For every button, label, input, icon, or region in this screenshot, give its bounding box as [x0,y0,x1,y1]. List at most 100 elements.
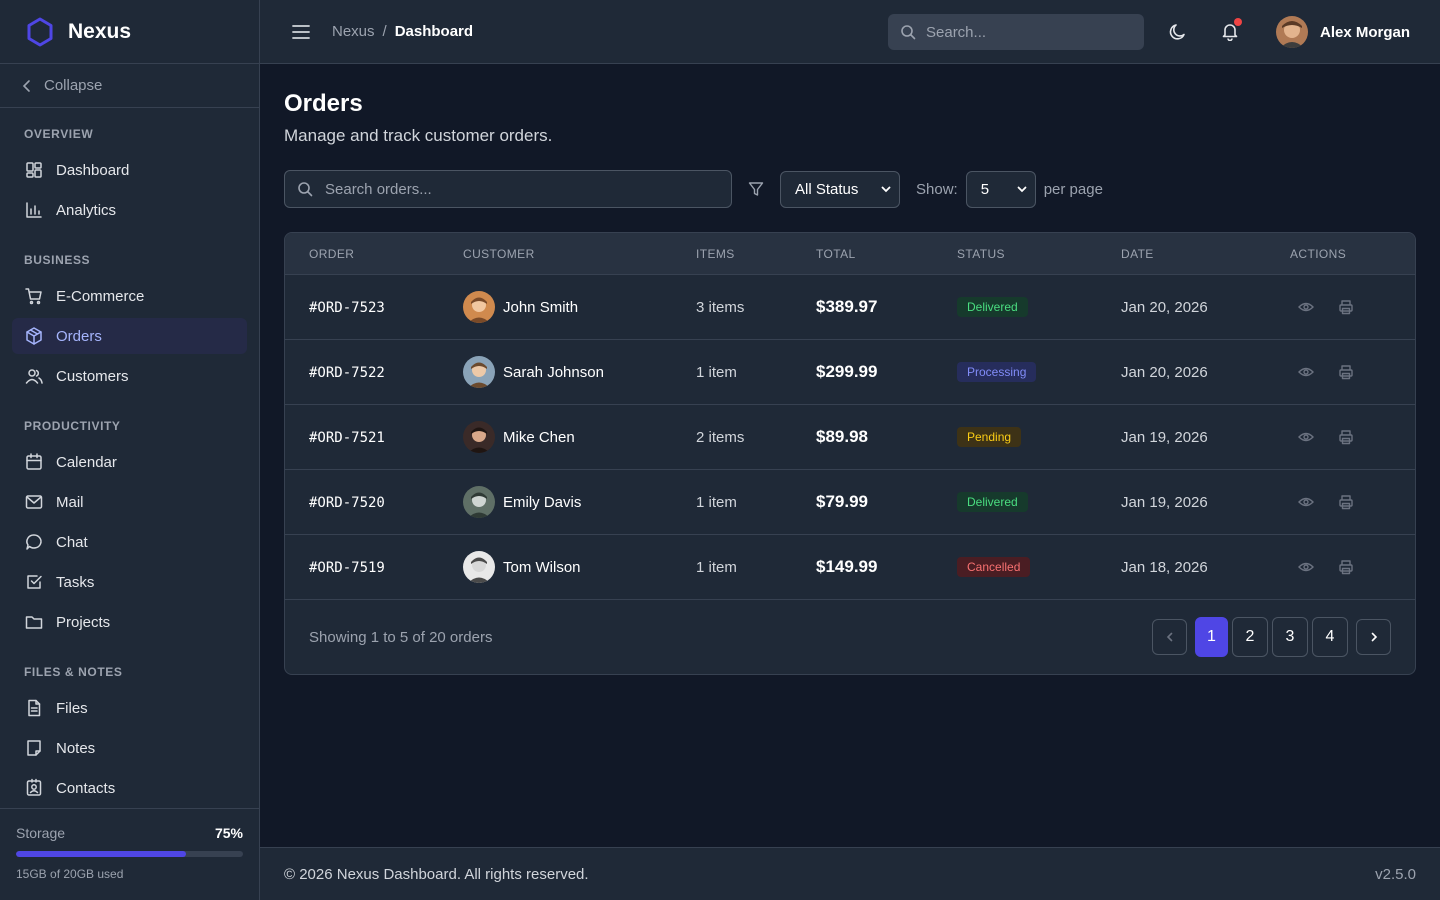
order-date: Jan 19, 2026 [1121,493,1208,511]
sidebar-item-label: Contacts [56,779,116,797]
order-id[interactable]: #ORD-7522 [309,364,385,381]
collapse-button[interactable]: Collapse [0,64,259,108]
breadcrumb-root[interactable]: Nexus [332,23,375,40]
sidebar-item-orders[interactable]: Orders [12,318,247,354]
orders-toolbar: All Status Show: 5 per page [284,170,1416,208]
customer-avatar [463,356,495,388]
sidebar: Nexus Collapse OVERVIEW Dashboard Analytic… [0,0,260,900]
order-id[interactable]: #ORD-7521 [309,429,385,446]
sidebar-item-customers[interactable]: Customers [12,358,247,394]
print-icon[interactable] [1338,364,1354,380]
print-icon[interactable] [1338,299,1354,315]
print-icon[interactable] [1338,494,1354,510]
table-row[interactable]: #ORD-7519 Tom Wilson 1 item $149.99 Cancelle… [285,534,1415,599]
calendar-icon [26,453,42,470]
chevron-down-icon [881,186,891,193]
sidebar-item-label: E-Commerce [56,287,145,305]
table-row[interactable]: #ORD-7523 John Smith 3 items $389.97 Deliver… [285,274,1415,339]
breadcrumb-current: Dashboard [394,23,474,40]
order-total: $89.98 [816,427,868,446]
sidebar-item-projects[interactable]: Projects [12,604,247,640]
order-id[interactable]: #ORD-7519 [309,559,385,576]
sidebar-item-label: Mail [56,493,84,511]
sidebar-item-chat[interactable]: Chat [12,524,247,560]
sidebar-item-e-commerce[interactable]: E-Commerce [12,278,247,314]
print-icon[interactable] [1338,559,1354,575]
sidebar-item-label: Files [56,699,88,717]
sidebar-item-contacts[interactable]: Contacts [12,770,247,806]
order-items: 1 item [696,493,737,511]
page-button-4[interactable]: 4 [1312,617,1348,657]
customer-avatar [463,551,495,583]
column-header-status: STATUS [957,246,1005,261]
user-menu[interactable]: Alex Morgan [1276,16,1410,48]
sidebar-section-title: FILES & NOTES [24,665,123,679]
table-row[interactable]: #ORD-7522 Sarah Johnson 1 item $299.99 Proce… [285,339,1415,404]
mail-icon [25,495,43,509]
status-badge: Pending [957,427,1022,447]
menu-icon[interactable] [292,24,310,39]
previous-page-button[interactable] [1152,619,1187,655]
page-button-3[interactable]: 3 [1272,617,1308,657]
dark-mode-toggle-icon[interactable] [1168,22,1188,42]
sidebar-item-calendar[interactable]: Calendar [12,444,247,480]
user-name: Alex Morgan [1320,23,1411,41]
file-icon [28,699,41,717]
box-icon [26,327,42,345]
storage-label: Storage [16,825,66,841]
users-icon [25,369,43,384]
per-page-select[interactable]: 5 [965,170,1036,208]
bell-icon [1222,24,1238,42]
show-label: Show: [916,180,958,198]
chat-icon [26,534,42,550]
storage-progress-bar [16,851,243,857]
sidebar-item-files[interactable]: Files [12,690,247,726]
sidebar-item-dashboard[interactable]: Dashboard [12,152,247,188]
sidebar-item-notes[interactable]: Notes [12,730,247,766]
breadcrumb: Nexus / Dashboard [332,23,473,40]
customer-avatar [463,486,495,518]
order-date: Jan 18, 2026 [1121,558,1208,576]
status-badge: Cancelled [957,557,1031,577]
orders-search-input[interactable] [325,180,705,198]
brand[interactable]: Nexus [0,0,259,64]
sidebar-section-title: OVERVIEW [24,127,94,141]
sidebar-item-tasks[interactable]: Tasks [12,564,247,600]
page-button-2[interactable]: 2 [1232,617,1268,657]
orders-search[interactable] [284,170,732,208]
breadcrumb-separator: / [382,23,387,40]
view-eye-icon[interactable] [1298,299,1314,315]
order-total: $389.97 [816,297,878,316]
copyright: © 2026 Nexus Dashboard. All rights reser… [284,865,589,883]
sidebar-item-label: Dashboard [56,161,130,179]
global-search-input[interactable] [926,23,1126,41]
customer-name: Mike Chen [503,428,575,446]
global-search[interactable] [888,14,1144,50]
folder-icon [25,616,43,629]
view-eye-icon[interactable] [1298,494,1314,510]
sidebar-item-mail[interactable]: Mail [12,484,247,520]
chevron-left-icon [22,79,30,92]
page-button-1[interactable]: 1 [1195,617,1228,657]
status-badge: Processing [957,362,1037,382]
view-eye-icon[interactable] [1298,559,1314,575]
notifications-button[interactable] [1220,18,1242,42]
brand-name: Nexus [68,19,132,43]
page-title: Orders [284,90,363,117]
view-eye-icon[interactable] [1298,429,1314,445]
sidebar-item-analytics[interactable]: Analytics [12,192,247,228]
status-filter-select[interactable]: All Status [780,170,900,208]
next-page-button[interactable] [1356,619,1391,655]
status-badge: Delivered [957,492,1028,512]
print-icon[interactable] [1338,429,1354,445]
order-id[interactable]: #ORD-7520 [309,494,385,511]
order-id[interactable]: #ORD-7523 [309,299,385,316]
table-body: #ORD-7523 John Smith 3 items $389.97 Deliver… [285,274,1415,599]
table-row[interactable]: #ORD-7520 Emily Davis 1 item $79.99 Delivere… [285,469,1415,534]
page-footer: © 2026 Nexus Dashboard. All rights reser… [260,847,1440,900]
view-eye-icon[interactable] [1298,364,1314,380]
avatar [1276,16,1308,48]
table-row[interactable]: #ORD-7521 Mike Chen 2 items $89.98 Pending Ja… [285,404,1415,469]
sidebar-item-label: Calendar [56,453,117,471]
